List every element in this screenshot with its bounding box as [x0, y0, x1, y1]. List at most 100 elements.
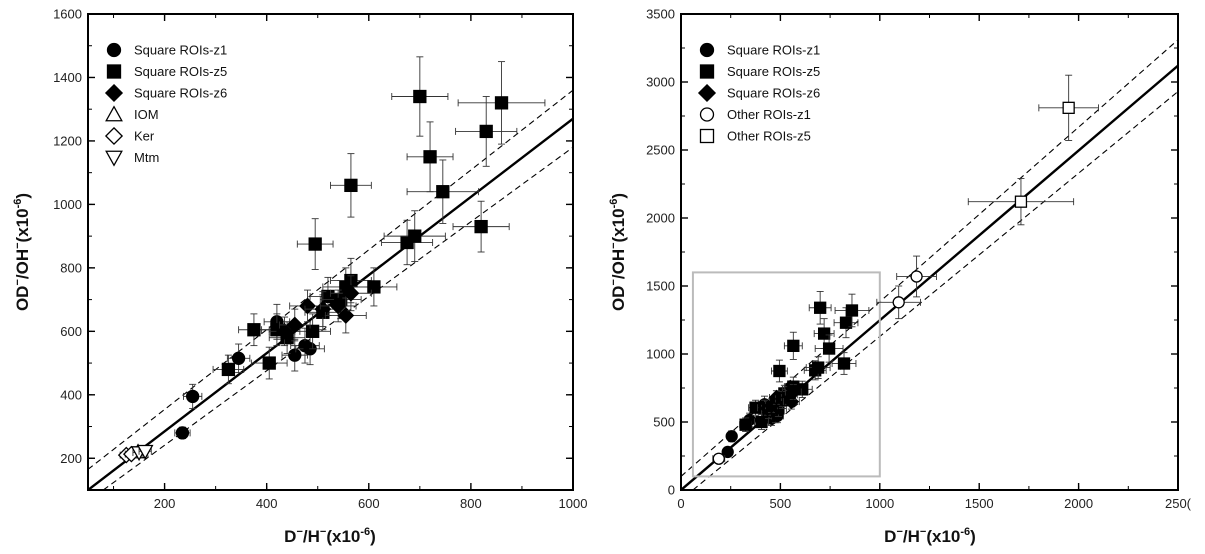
square-marker: [479, 124, 493, 139]
square-marker: [308, 237, 322, 251]
y-tick-label: 400: [60, 387, 82, 402]
square-marker: [474, 219, 488, 234]
legend-label: Ker: [134, 129, 155, 144]
y-tick-label: 600: [60, 324, 82, 339]
diamond-marker: [785, 384, 802, 400]
y-tick-label: 3500: [646, 7, 675, 22]
left-plot-frame: [87, 13, 574, 491]
data-point-other-rois-z1: [876, 285, 922, 320]
data-point-square-rois-z5: [391, 56, 449, 137]
data-point-square-rois-z5: [834, 293, 870, 328]
legend-entry: IOM: [105, 105, 159, 122]
square-marker: [436, 185, 450, 199]
left-scatter-plot: 200 400 600 800 1000 200 400 600 800 1000 1200 1400…: [12, 7, 587, 547]
y-tick-label: 1600: [53, 7, 82, 22]
legend-label: Square ROIs-z5: [727, 64, 820, 79]
legend-entry: Square ROIs-z1: [106, 42, 227, 58]
square-marker: [814, 301, 827, 314]
data-point-square-rois-z5: [294, 313, 331, 350]
x-tick-label: 2000: [1064, 496, 1093, 511]
right-y-axis-title: OD−/OH−(x10-6): [608, 193, 628, 311]
square-marker: [773, 364, 786, 378]
square-marker: [262, 356, 276, 370]
fit-line: [88, 117, 573, 490]
square-marker: [739, 418, 752, 431]
square-marker: [413, 89, 427, 104]
legend-label: Other ROIs-z5: [727, 129, 811, 144]
data-point-square-rois-z6: [304, 291, 342, 328]
data-point-other-rois-z5: [1038, 74, 1099, 141]
legend-entry: Square ROIs-z6: [697, 83, 820, 103]
data-point-square-rois-z5: [783, 331, 803, 360]
legend-entry: Mtm: [105, 150, 159, 167]
square-marker: [321, 289, 335, 304]
square-marker: [408, 229, 422, 243]
data-point-square-rois-z5: [296, 218, 334, 270]
legend-triangle-up-marker: [105, 105, 123, 122]
circle-marker: [910, 270, 923, 283]
diamond-marker: [286, 316, 304, 334]
data-point-square-rois-z6: [324, 297, 367, 334]
legend-entry: Square ROIs-z5: [106, 64, 227, 79]
y-tick-label: 1000: [53, 197, 82, 212]
legend-circle-marker: [699, 42, 715, 58]
diamond-marker: [299, 297, 316, 315]
data-point-square-rois-z5: [383, 210, 446, 262]
legend-entry: Square ROIs-z6: [104, 83, 227, 103]
square-marker: [837, 357, 851, 370]
data-point-square-rois-z5: [330, 153, 372, 218]
legend-circle-marker: [106, 42, 122, 58]
legend-entry: Ker: [104, 126, 155, 146]
left-y-axis-title: OD−/OH−(x10-6): [12, 193, 32, 311]
diamond-marker: [276, 322, 293, 340]
data-point-square-rois-z1: [281, 338, 308, 372]
circle-marker: [712, 452, 725, 465]
square-marker: [755, 415, 768, 429]
diamond-marker: [337, 307, 355, 324]
legend-square-marker: [106, 64, 122, 79]
circle-marker: [892, 296, 905, 309]
left-data-points: [117, 56, 546, 464]
data-point-square-rois-z5: [212, 354, 245, 385]
square-marker: [812, 361, 825, 374]
circle-marker: [725, 430, 738, 443]
data-point-other-rois-z5: [967, 178, 1075, 226]
confidence-line: [88, 89, 573, 470]
y-tick-label: 3000: [646, 75, 675, 90]
circle-marker: [721, 445, 734, 459]
data-point-square-rois-z5: [814, 334, 844, 363]
data-point-square-rois-z6: [330, 275, 372, 312]
x-tick-label: 1500: [965, 496, 994, 511]
square-marker: [822, 342, 836, 355]
data-point-square-rois-z1: [174, 426, 191, 440]
square-marker: [367, 280, 381, 294]
y-tick-label: 800: [60, 260, 82, 275]
diamond-marker: [314, 300, 332, 318]
square-marker: [494, 96, 509, 110]
x-tick-label: 600: [358, 496, 380, 511]
circle-marker: [175, 426, 190, 440]
data-point-square-rois-z1: [725, 430, 738, 443]
data-point-square-rois-z5: [739, 417, 753, 432]
data-point-square-rois-z1: [183, 383, 203, 409]
x-tick-label: 400: [256, 496, 278, 511]
right-x-axis-title: D−/H−(x10-6): [884, 526, 976, 546]
right-data-points: [712, 74, 1099, 465]
data-point-square-rois-z5: [457, 61, 546, 145]
left-legend: Square ROIs-z1 Square ROIs-z5 Square ROIs-…: [104, 42, 227, 167]
legend-entry: Other ROIs-z1: [699, 107, 811, 122]
y-tick-label: 2500: [646, 143, 675, 158]
legend-square-marker: [699, 64, 715, 79]
circle-marker: [231, 351, 246, 365]
data-point-square-rois-z5: [754, 414, 769, 430]
right-legend: Square ROIs-z1 Square ROIs-z5 Square ROIs-…: [697, 42, 820, 144]
legend-label: Square ROIs-z1: [134, 43, 227, 58]
triangle-down-marker: [136, 444, 154, 460]
y-tick-label: 1400: [53, 70, 82, 85]
y-tick-label: 500: [653, 415, 675, 430]
diamond-marker: [329, 297, 347, 315]
legend-label: Other ROIs-z1: [727, 107, 811, 122]
right-inset-box: [691, 271, 881, 478]
x-tick-label: 1000: [559, 496, 588, 511]
